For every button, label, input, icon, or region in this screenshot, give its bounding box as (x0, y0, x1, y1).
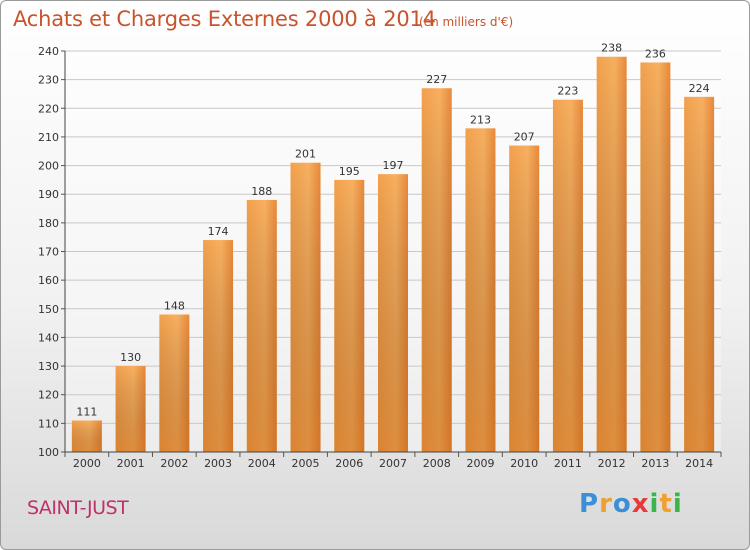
y-tick-label: 100 (38, 446, 59, 459)
x-tick-label: 2003 (204, 457, 232, 470)
logo-letter: x (631, 489, 650, 519)
x-tick-label: 2009 (466, 457, 494, 470)
y-tick-label: 170 (38, 246, 59, 259)
y-tick-label: 240 (38, 45, 59, 58)
bar-shade (246, 199, 277, 452)
x-tick-label: 2005 (292, 457, 320, 470)
y-tick-label: 150 (38, 303, 59, 316)
y-tick-label: 140 (38, 331, 59, 344)
bar-shade (684, 96, 715, 452)
bar-value-label: 213 (470, 113, 491, 126)
axes (61, 50, 722, 457)
logo-letter: o (612, 489, 632, 519)
y-tick-label: 130 (38, 360, 59, 373)
location-name: SAINT-JUST (27, 497, 129, 519)
bar-value-label: 148 (164, 300, 185, 313)
bar-value-label: 188 (251, 185, 272, 198)
proxiti-logo[interactable]: Proxiti (579, 489, 683, 519)
y-tick-label: 180 (38, 217, 59, 230)
bar-shade (552, 99, 583, 452)
bar-shade (509, 145, 540, 452)
x-tick-label: 2014 (685, 457, 713, 470)
bar-value-label: 223 (557, 85, 578, 98)
y-tick-label: 190 (38, 188, 59, 201)
x-tick-label: 2008 (423, 457, 451, 470)
bar-value-label: 236 (645, 47, 666, 60)
y-tick-label: 230 (38, 74, 59, 87)
y-tick-label: 160 (38, 274, 59, 287)
bar-value-label: 238 (601, 42, 622, 55)
x-tick-label: 2002 (160, 457, 188, 470)
bar-value-label: 201 (295, 148, 316, 161)
x-tick-label: 2013 (641, 457, 669, 470)
y-tick-label: 200 (38, 160, 59, 173)
bar-value-label: 195 (339, 165, 360, 178)
x-tick-label: 2006 (335, 457, 363, 470)
bar-shade (421, 88, 452, 452)
x-tick-label: 2000 (73, 457, 101, 470)
bars (71, 56, 715, 452)
chart-subtitle: (en milliers d'€) (419, 15, 514, 29)
bar-shade (290, 162, 321, 452)
bar-shade (596, 56, 627, 452)
bar-value-label: 197 (383, 159, 404, 172)
bar-shade (115, 366, 146, 452)
x-tick-label: 2004 (248, 457, 276, 470)
y-tick-label: 110 (38, 417, 59, 430)
x-tick-label: 2012 (598, 457, 626, 470)
logo-letter: i (672, 489, 683, 519)
x-tick-label: 2010 (510, 457, 538, 470)
y-tick-label: 210 (38, 131, 59, 144)
bar-value-label: 111 (76, 405, 97, 418)
logo-letter: r (599, 489, 613, 519)
bar-shade (334, 179, 365, 452)
bar-shade (159, 314, 190, 452)
bar-value-label: 174 (208, 225, 229, 238)
x-tick-label: 2007 (379, 457, 407, 470)
bar-value-label: 227 (426, 73, 447, 86)
bar-value-label: 207 (514, 131, 535, 144)
logo-letter: P (579, 489, 600, 519)
bar-shade (640, 62, 671, 452)
bar-value-label: 224 (689, 82, 710, 95)
logo-letter: i (649, 489, 660, 519)
x-tick-label: 2001 (117, 457, 145, 470)
bar-shade (465, 128, 496, 452)
bar-value-label: 130 (120, 351, 141, 364)
x-tick-label: 2011 (554, 457, 582, 470)
bar-shade (71, 420, 102, 452)
bar-shade (203, 240, 234, 452)
y-tick-label: 120 (38, 389, 59, 402)
logo-letter: t (659, 489, 673, 519)
chart-title: Achats et Charges Externes 2000 à 2014 (13, 7, 436, 31)
bar-shade (378, 174, 408, 452)
labels: 100 110 120 130 140 150 160 170 180 190 200 210 220 2… (38, 42, 713, 470)
y-tick-label: 220 (38, 102, 59, 115)
